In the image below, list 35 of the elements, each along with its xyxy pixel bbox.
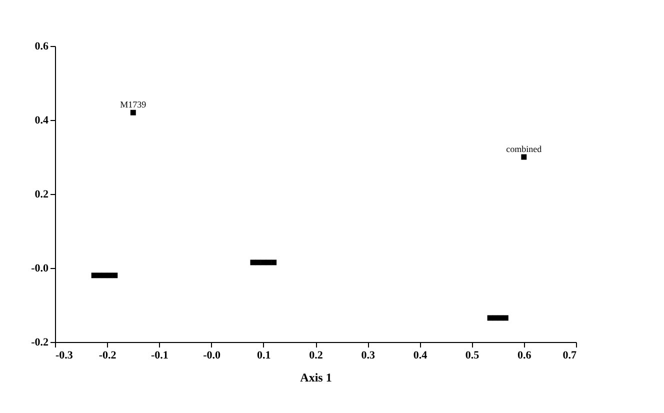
point	[502, 315, 508, 321]
x-axis-title: Axis 1	[300, 370, 332, 384]
y-tick-label: 0.2	[34, 188, 49, 200]
annotation: combined	[506, 144, 542, 154]
x-tick-label: -0.0	[203, 350, 221, 362]
x-tick-label: 0.1	[257, 350, 271, 362]
point	[266, 260, 272, 266]
x-tick-label: 0.3	[361, 350, 376, 362]
x-tick-label: -0.1	[150, 350, 168, 362]
point	[487, 315, 493, 321]
point	[130, 110, 136, 116]
x-tick-label: -0.3	[56, 350, 74, 362]
point	[260, 260, 266, 266]
point	[250, 260, 256, 266]
point	[106, 272, 112, 278]
point	[271, 260, 277, 266]
x-tick-label: -0.2	[98, 350, 117, 362]
point	[91, 272, 97, 278]
point	[498, 315, 504, 321]
point	[102, 272, 108, 278]
point	[255, 260, 261, 266]
point	[521, 154, 527, 160]
y-tick-label: -0.0	[31, 262, 49, 274]
y-tick-label: 0.4	[34, 114, 49, 126]
y-tick-label: -0.2	[31, 336, 49, 348]
x-tick-label: 0.6	[518, 350, 532, 362]
x-tick-label: 0.5	[465, 350, 480, 362]
x-tick-label: 0.4	[413, 350, 428, 362]
annotation: M1739	[120, 100, 147, 110]
x-tick-label: 0.2	[309, 350, 324, 362]
point	[492, 315, 498, 321]
point	[96, 272, 102, 278]
x-tick-label: 0.7	[562, 350, 577, 362]
y-tick-label: 0.6	[34, 40, 49, 52]
point	[112, 272, 118, 278]
